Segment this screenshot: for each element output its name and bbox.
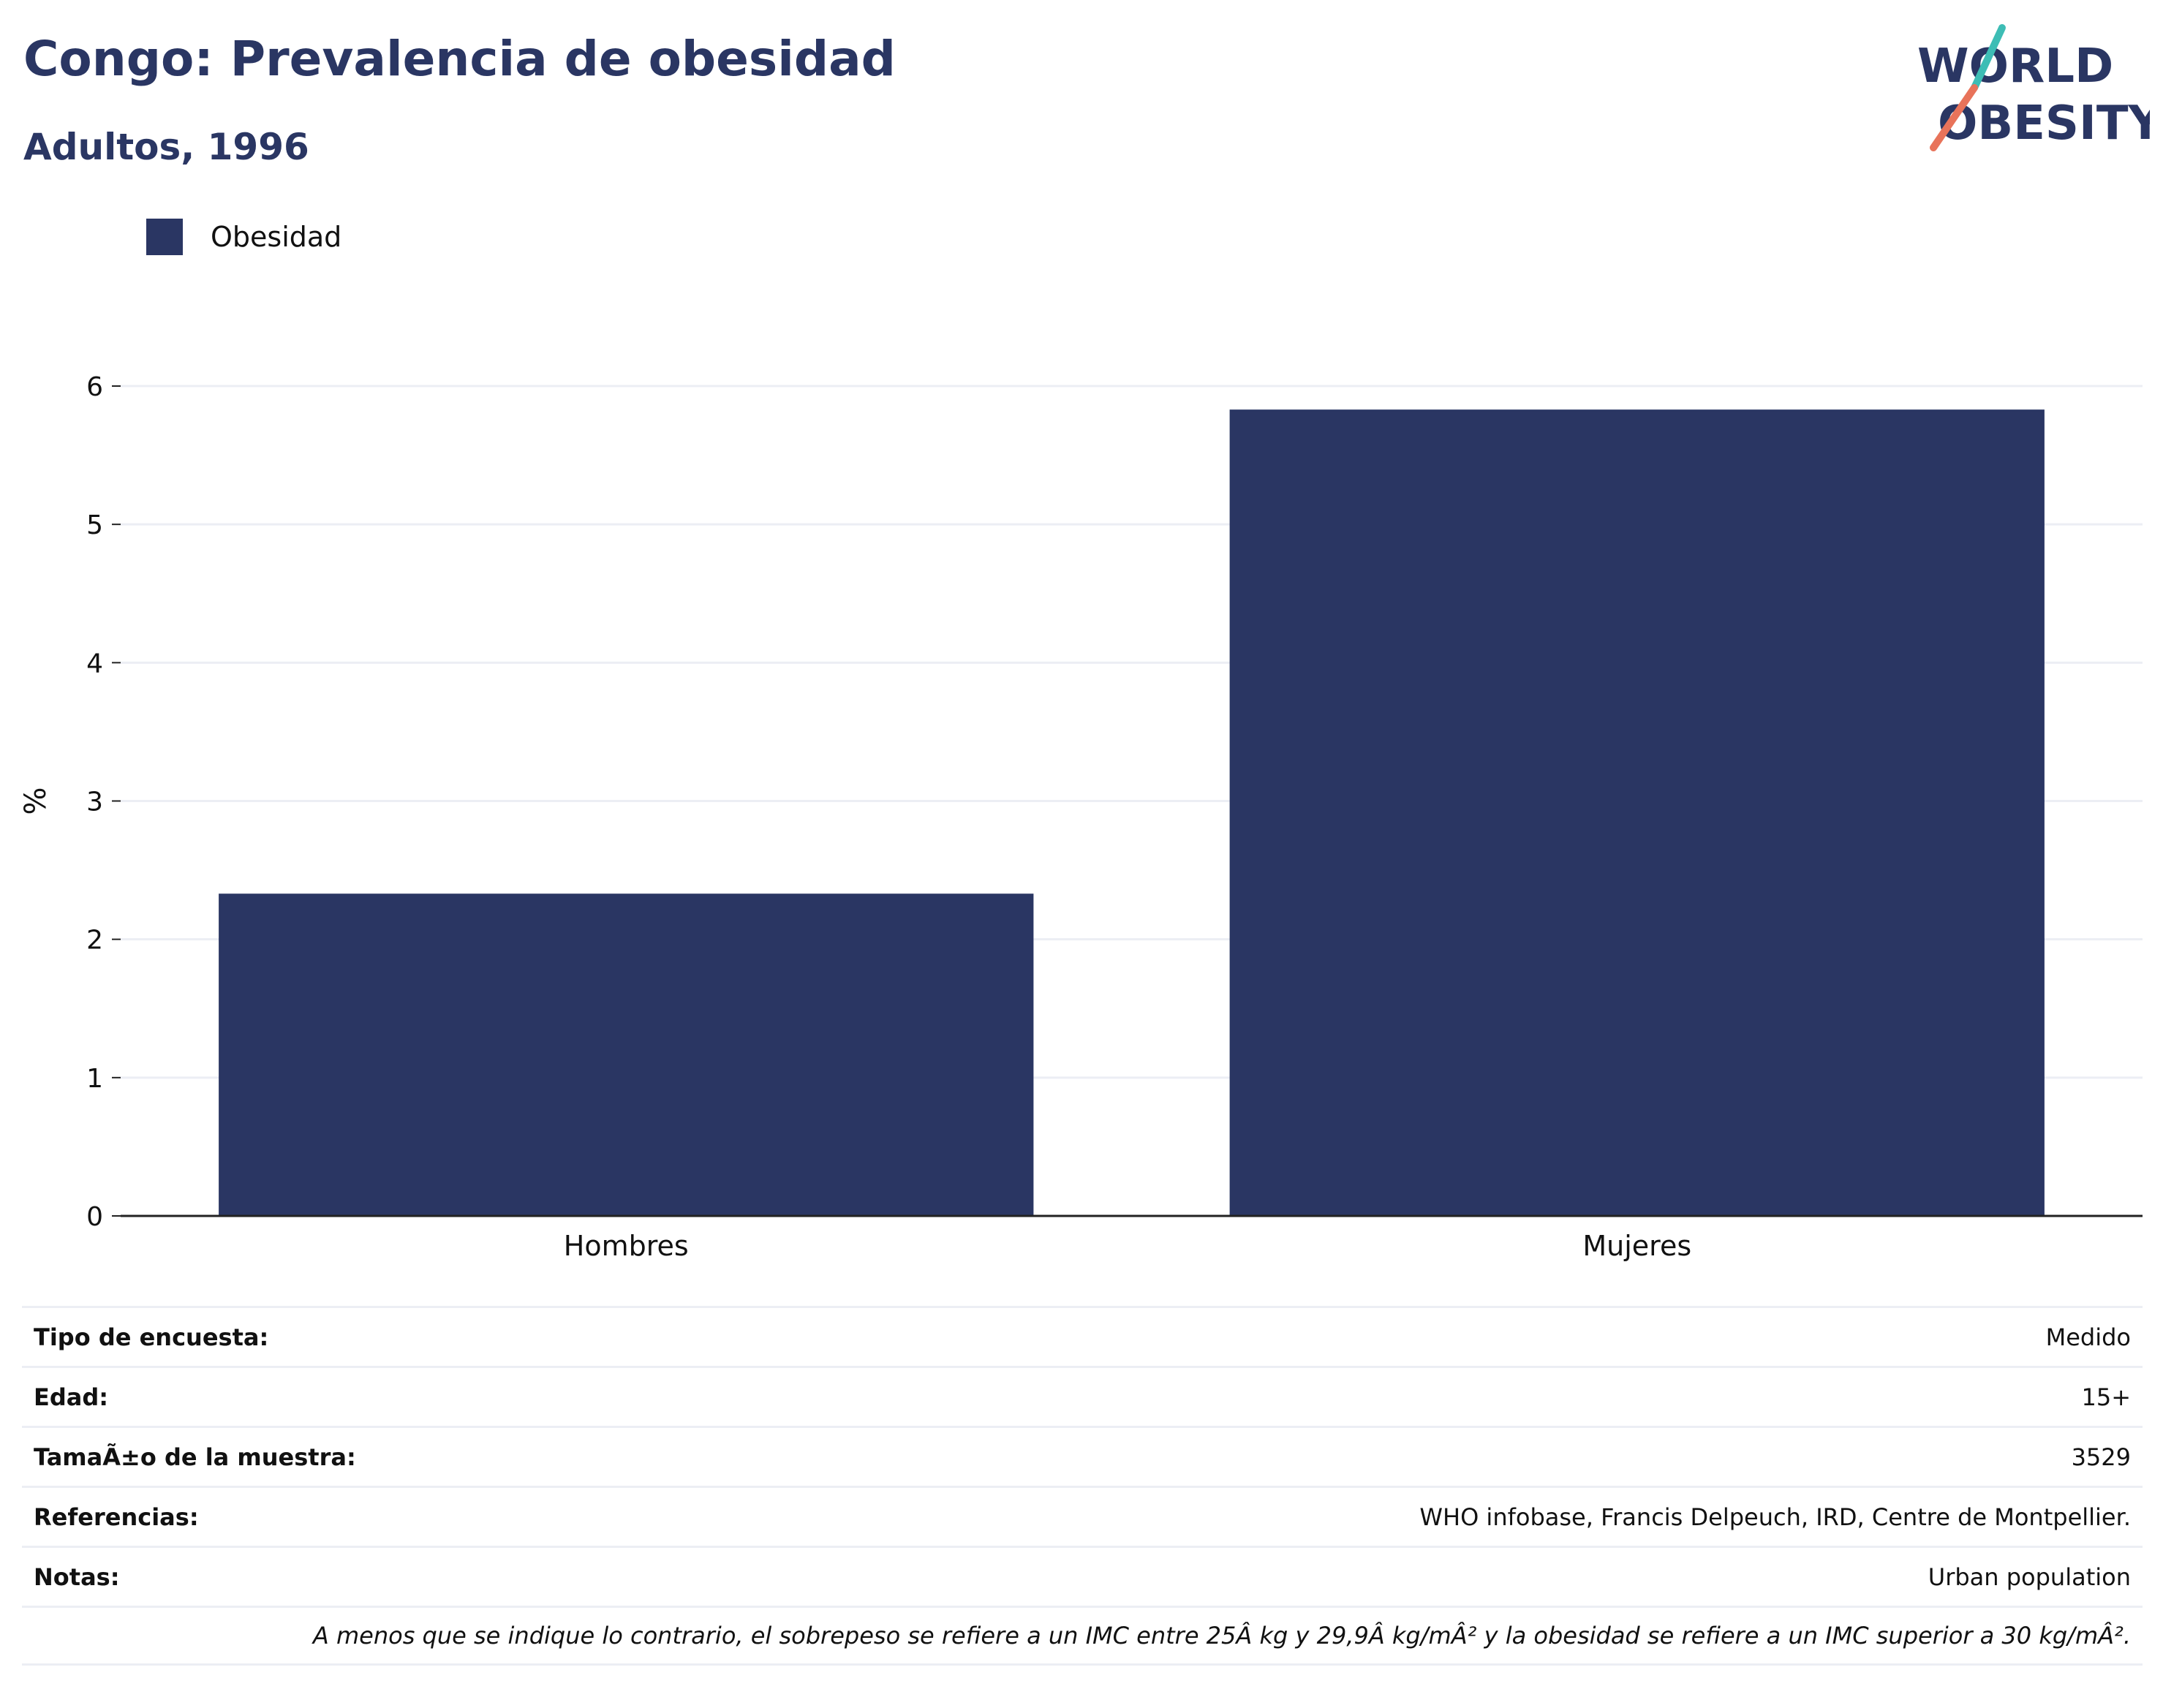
info-label: Tipo de encuesta: [34,1323,269,1351]
y-tick-label: 0 [86,1202,103,1232]
legend-swatch-obesidad [146,219,183,255]
info-value: Medido [2045,1323,2131,1351]
info-row-references: Referencias: WHO infobase, Francis Delpe… [22,1486,2143,1546]
y-axis-label: % [19,787,53,815]
info-label: Notas: [34,1562,120,1591]
y-tick-label: 5 [86,510,103,540]
info-label: Referencias: [34,1503,199,1531]
x-tick-label: Hombres [564,1230,689,1262]
info-value: 3529 [2071,1443,2131,1471]
bar-chart: 0 1 2 3 4 5 6 Hombres Mujeres% [19,372,2143,1262]
legend: Obesidad [146,216,341,257]
info-label: Edad: [34,1383,109,1411]
bmi-footnote: A menos que se indique lo contrario, el … [22,1606,2143,1666]
x-tick-label: Mujeres [1582,1230,1691,1262]
info-row-age: Edad: 15+ [22,1366,2143,1426]
logo-slash-top [1971,24,2006,91]
info-value: WHO infobase, Francis Delpeuch, IRD, Cen… [1419,1503,2131,1531]
legend-label-obesidad: Obesidad [211,221,342,253]
world-obesity-logo: WORLD OBESITY [1917,24,2150,151]
chart-title: Congo: Prevalencia de obesidad [23,31,896,87]
y-tick-label: 4 [86,649,103,679]
info-row-sample-size: TamaÃ±o de la muestra: 3529 [22,1426,2143,1486]
bar-hombres [219,893,1034,1216]
info-label: TamaÃ±o de la muestra: [34,1443,356,1471]
y-tick-label: 2 [86,926,103,956]
y-tick-label: 3 [86,787,103,817]
logo-slash-bottom [1930,84,1978,151]
y-tick-label: 1 [86,1064,103,1094]
bar-mujeres [1229,409,2045,1216]
logo-line-2: OBESITY [1938,97,2150,151]
info-value: 15+ [2081,1383,2131,1411]
info-table: Tipo de encuesta: Medido Edad: 15+ TamaÃ… [22,1306,2143,1666]
info-row-notes: Notas: Urban population [22,1546,2143,1606]
y-tick-label: 6 [86,372,103,402]
logo-line-1: WORLD [1917,39,2113,94]
info-row-survey-type: Tipo de encuesta: Medido [22,1306,2143,1366]
info-value: Urban population [1928,1562,2131,1591]
chart-subtitle: Adultos, 1996 [23,126,309,168]
